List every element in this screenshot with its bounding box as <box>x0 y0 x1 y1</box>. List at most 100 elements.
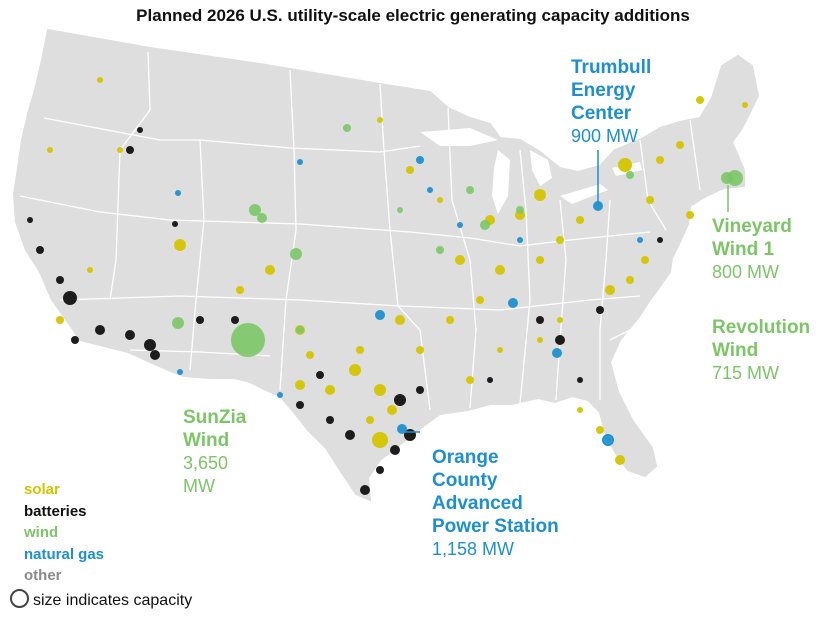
solar-bubble <box>377 117 383 123</box>
solar-bubble <box>534 189 546 201</box>
wind-bubble <box>626 171 634 179</box>
callout-capacity: 900 MW <box>571 126 639 146</box>
solar-bubble <box>537 337 543 343</box>
solar-bubble <box>406 166 414 174</box>
legend-item-natural-gas: natural gas <box>24 545 105 563</box>
callout-revolution-wind: Revolution Wind 715 MW <box>712 316 810 385</box>
battery-bubble <box>144 339 156 351</box>
gas-bubble <box>508 298 518 308</box>
battery-bubble <box>126 146 134 154</box>
solar-bubble <box>47 147 53 153</box>
solar-bubble <box>641 256 649 264</box>
gas-bubble <box>397 424 407 434</box>
lake-erie <box>560 184 608 204</box>
solar-bubble <box>455 255 465 265</box>
battery-bubble <box>231 316 239 324</box>
legend-item-solar: solar <box>24 481 60 498</box>
battery-bubble <box>56 276 64 284</box>
callout-name-line: County <box>432 470 498 491</box>
battery-bubble <box>536 316 544 324</box>
gas-bubble <box>637 237 643 243</box>
solar-bubble <box>686 211 694 219</box>
callout-name-line: Advanced <box>432 493 523 514</box>
solar-bubble <box>556 236 564 244</box>
solar-bubble <box>466 376 474 384</box>
legend-item-batteries: batteries <box>24 502 87 520</box>
solar-bubble <box>349 364 361 376</box>
battery-bubble <box>71 336 79 344</box>
wind-bubble <box>296 326 304 334</box>
solar-bubble <box>536 256 544 264</box>
solar-bubble <box>605 285 615 295</box>
solar-bubble <box>306 351 314 359</box>
solar-bubble <box>97 77 103 83</box>
gas-bubble <box>416 156 424 164</box>
solar-bubble <box>374 384 386 396</box>
legend-item-other: other <box>24 567 62 584</box>
gas-bubble <box>277 392 283 398</box>
battery-bubble <box>296 401 304 409</box>
size-note-text: size indicates capacity <box>33 592 193 609</box>
callout-name-line: Orange <box>432 447 499 468</box>
legend-item-wind: wind <box>24 524 59 541</box>
wind-bubble <box>172 317 184 329</box>
solar-bubble <box>696 96 704 104</box>
callout-capacity: 3,650 <box>183 453 229 473</box>
battery-bubble <box>95 325 105 335</box>
solar-bubble <box>387 405 397 415</box>
wind-bubble <box>257 213 267 223</box>
solar-bubble <box>596 426 604 434</box>
wind-bubble <box>516 206 524 214</box>
wind-bubble <box>480 220 490 230</box>
solar-bubble <box>265 265 275 275</box>
wind-bubble <box>290 248 302 260</box>
battery-bubble <box>125 330 135 340</box>
solar-bubble <box>495 265 505 275</box>
wind-bubble <box>397 207 403 213</box>
solar-bubble <box>117 147 123 153</box>
battery-bubble <box>316 371 324 379</box>
battery-bubble <box>577 377 583 383</box>
battery-bubble <box>196 316 204 324</box>
battery-bubble <box>36 246 44 254</box>
solar-bubble <box>618 158 632 172</box>
callout-name-line: Power Station <box>432 516 559 537</box>
state-borders <box>19 51 701 411</box>
legend: solar batteries wind natural gas other <box>24 479 104 587</box>
plant-bubbles <box>27 77 748 495</box>
size-ring-icon <box>10 589 29 608</box>
gas-bubble <box>593 201 603 211</box>
map-title: Planned 2026 U.S. utility-scale electric… <box>136 6 690 25</box>
gas-bubble <box>175 190 181 196</box>
solar-bubble <box>557 317 563 323</box>
battery-bubble <box>416 386 424 394</box>
solar-bubble <box>437 197 443 203</box>
solar-bubble <box>236 286 244 294</box>
solar-bubble <box>742 102 748 108</box>
solar-bubble <box>356 346 364 354</box>
gas-bubble <box>427 187 433 193</box>
solar-bubble <box>615 455 625 465</box>
battery-bubble <box>376 466 384 474</box>
callout-name-line: Wind <box>183 430 230 451</box>
callout-sunzia-wind: SunZia Wind 3,650 MW <box>183 406 246 498</box>
gas-bubble <box>177 369 183 375</box>
legend-size-note: size indicates capacity <box>10 589 192 610</box>
solar-bubble <box>395 315 405 325</box>
callout-name-line: Wind <box>712 340 759 361</box>
callout-name-line: Vineyard <box>712 216 792 237</box>
solar-bubble <box>174 239 186 251</box>
solar-bubble <box>576 216 584 224</box>
battery-bubble <box>394 394 406 406</box>
lake-huron <box>530 150 552 186</box>
lake-michigan <box>492 150 510 214</box>
callout-name-line: Energy <box>571 80 636 101</box>
gas-bubble <box>297 159 303 165</box>
battery-bubble <box>657 237 663 243</box>
battery-bubble <box>172 221 178 227</box>
wind-bubble <box>466 186 474 194</box>
solar-bubble <box>416 346 424 354</box>
callout-orange-county-advanced-power-station: Orange County Advanced Power Station 1,1… <box>432 446 559 561</box>
solar-bubble <box>372 432 388 448</box>
gas-bubble <box>517 237 523 243</box>
